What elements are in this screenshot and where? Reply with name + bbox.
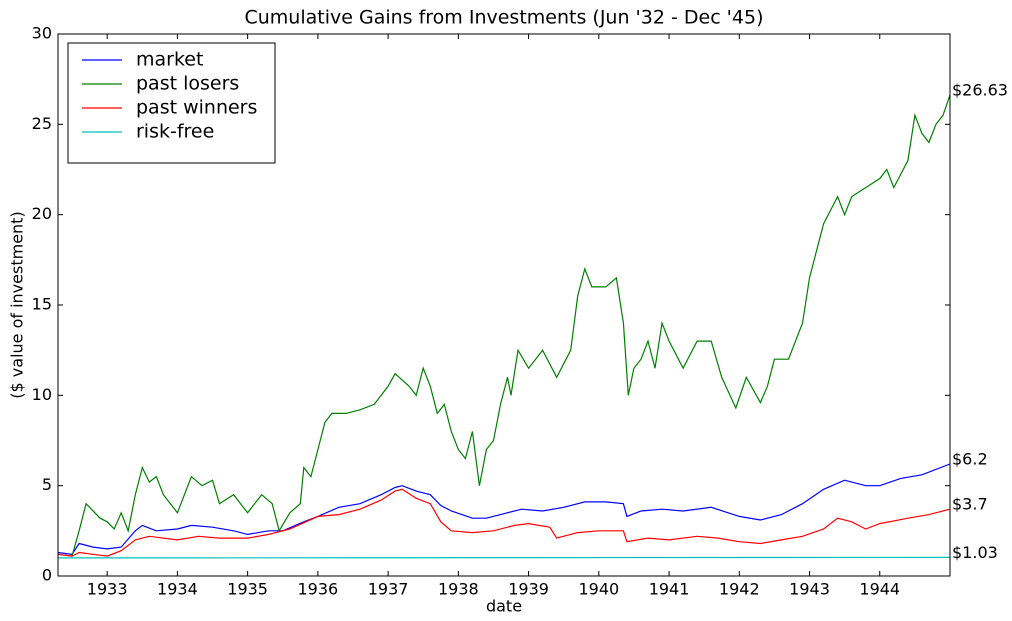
legend-label: past winners — [136, 97, 257, 119]
y-axis-label: ($ value of investment) — [8, 211, 27, 398]
x-tick-label: 1941 — [649, 580, 690, 599]
x-axis-label: date — [486, 597, 522, 616]
end-label: $6.2 — [952, 449, 988, 468]
series-line — [57, 556, 951, 559]
x-tick-label: 1934 — [157, 580, 198, 599]
x-tick-label: 1936 — [298, 580, 339, 599]
series-line — [57, 94, 951, 557]
x-tick-label: 1940 — [578, 580, 619, 599]
x-tick-label: 1942 — [719, 580, 760, 599]
x-tick-label: 1939 — [508, 580, 549, 599]
y-tick-label: 10 — [32, 385, 52, 404]
plot-frame — [57, 33, 951, 577]
x-tick-label: 1943 — [789, 580, 830, 599]
series-line — [57, 463, 951, 555]
y-tick-label: 0 — [42, 566, 52, 585]
legend-label: past losers — [136, 73, 239, 95]
legend-label: risk-free — [136, 121, 214, 143]
legend-box — [67, 42, 276, 164]
legend-label: market — [136, 49, 203, 71]
y-tick-label: 20 — [32, 204, 52, 223]
end-label: $26.63 — [952, 80, 1008, 99]
chart-title: Cumulative Gains from Investments (Jun '… — [244, 7, 763, 29]
x-tick-label: 1933 — [87, 580, 128, 599]
end-label: $3.7 — [952, 495, 988, 514]
series-line — [57, 488, 951, 557]
x-tick-label: 1944 — [859, 580, 900, 599]
y-tick-label: 30 — [32, 24, 52, 43]
x-tick-label: 1938 — [438, 580, 479, 599]
x-tick-label: 1935 — [227, 580, 268, 599]
x-tick-label: 1937 — [368, 580, 409, 599]
y-tick-label: 5 — [42, 475, 52, 494]
y-tick-label: 25 — [32, 114, 52, 133]
y-tick-label: 15 — [32, 295, 52, 314]
end-label: $1.03 — [952, 543, 998, 562]
